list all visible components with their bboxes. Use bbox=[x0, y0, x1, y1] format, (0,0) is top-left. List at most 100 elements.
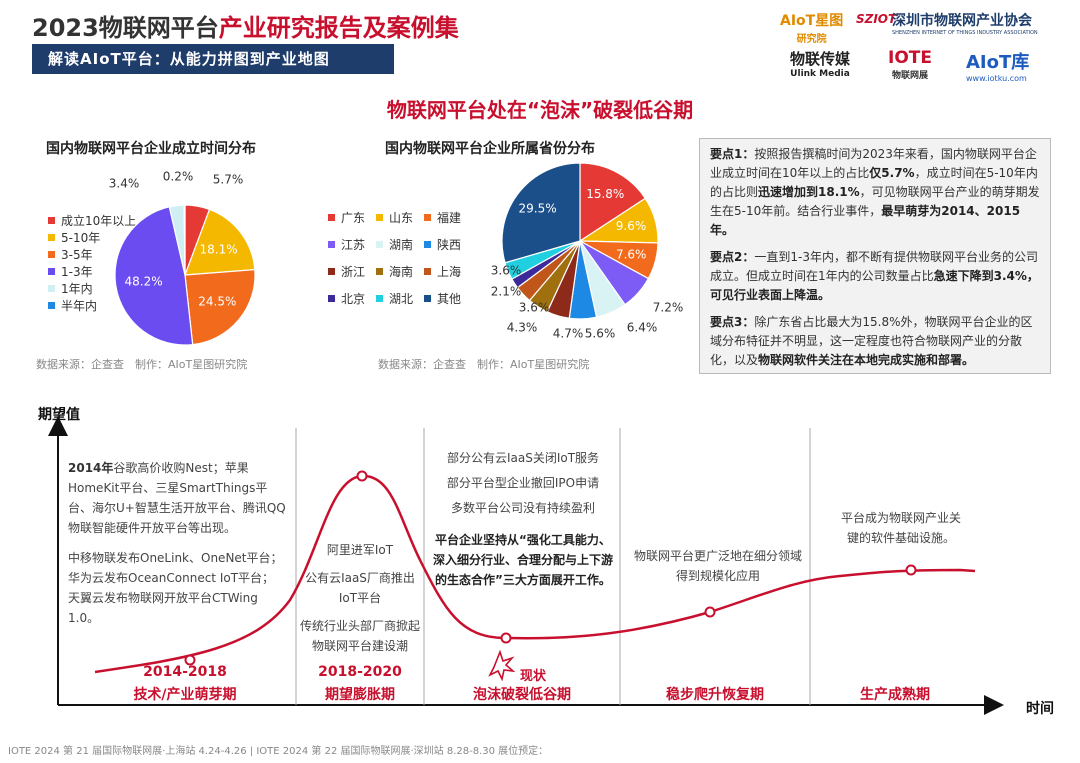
legend-swatch bbox=[48, 251, 55, 258]
data-label: 3.6% bbox=[519, 301, 550, 315]
legend-item: 其他 bbox=[424, 285, 472, 312]
legend-label: 湖北 bbox=[389, 292, 414, 306]
legend-item: 湖北 bbox=[376, 285, 424, 312]
stage2-name: 期望膨胀期 bbox=[325, 687, 395, 703]
legend-label: 福建 bbox=[437, 211, 462, 225]
legend-label: 陕西 bbox=[437, 238, 462, 252]
section-title: 物联网平台处在“泡沫”破裂低谷期 bbox=[386, 98, 694, 122]
data-label: 15.8% bbox=[586, 187, 624, 201]
legend-item: 1-3年 bbox=[48, 263, 136, 280]
legend-swatch bbox=[376, 241, 383, 248]
legend-item: 1年内 bbox=[48, 280, 136, 297]
pie2-title: 国内物联网平台企业所属省份分布 bbox=[385, 141, 595, 157]
stage2-date: 2018-2020 bbox=[318, 664, 402, 680]
legend-label: 广东 bbox=[341, 211, 366, 225]
hype-curve bbox=[94, 474, 976, 674]
legend-label: 江苏 bbox=[341, 238, 366, 252]
data-label: 7.6% bbox=[616, 247, 647, 261]
legend-item: 3-5年 bbox=[48, 246, 136, 263]
key-points-box: 要点1：按照报告撰稿时间为2023年来看，国内物联网平台企业成立时间在10年以上… bbox=[699, 138, 1051, 374]
legend-label: 1年内 bbox=[61, 282, 93, 296]
event-line: 传统行业头部厂商掀起物联网平台建设潮 bbox=[299, 619, 420, 653]
page-title: 2023物联网平台产业研究报告及案例集 bbox=[32, 14, 459, 42]
stage4-name: 稳步爬升恢复期 bbox=[666, 687, 764, 703]
pie2-legend: 广东 山东 福建江苏 湖南 陕西浙江 海南 上海北京 湖北 其他 bbox=[328, 204, 478, 312]
data-label: 24.5% bbox=[198, 294, 236, 308]
legend-swatch bbox=[376, 295, 383, 302]
pie-slice bbox=[579, 162, 647, 243]
key-point: 要点3：除广东省占比最大为15.8%外，物联网平台企业的区域分布特征并不明显，这… bbox=[710, 315, 1033, 367]
curve-point bbox=[905, 564, 917, 576]
legend-swatch bbox=[48, 268, 55, 275]
pie-slice bbox=[184, 268, 256, 346]
iote-logo: IOTE 物联网展 bbox=[888, 48, 932, 81]
stage1-date: 2014-2018 bbox=[143, 664, 227, 680]
legend-item: 北京 bbox=[328, 285, 376, 312]
pie1-chart: 5.7% 18.1% 24.5% 48.2% 3.4% 0.2% bbox=[109, 170, 256, 346]
subtitle-banner: 解读AIoT平台：从能力拼图到产业地图 bbox=[32, 44, 394, 74]
data-label: 3.4% bbox=[109, 177, 140, 191]
pie1-legend: 成立10年以上 5-10年 3-5年 1-3年 1年内半年内 bbox=[48, 212, 136, 314]
key-point: 要点1：按照报告撰稿时间为2023年来看，国内物联网平台企业成立时间在10年以上… bbox=[710, 147, 1040, 237]
data-label: 4.7% bbox=[553, 327, 584, 341]
legend-item: 海南 bbox=[376, 258, 424, 285]
stage2-text: 阿里进军IoT 公有云IaaS厂商推出IoT平台 传统行业头部厂商掀起物联网平台建设… bbox=[298, 540, 422, 664]
legend-item: 上海 bbox=[424, 258, 472, 285]
legend-swatch bbox=[48, 285, 55, 292]
legend-item: 半年内 bbox=[48, 297, 136, 314]
legend-swatch bbox=[48, 302, 55, 309]
stage3-name: 泡沫破裂低谷期 bbox=[473, 687, 571, 703]
legend-swatch bbox=[328, 295, 335, 302]
legend-swatch bbox=[376, 214, 383, 221]
now-star-icon bbox=[488, 649, 516, 682]
y-axis-label: 期望值 bbox=[38, 407, 80, 423]
legend-item: 浙江 bbox=[328, 258, 376, 285]
legend-item: 山东 bbox=[376, 204, 424, 231]
legend-swatch bbox=[48, 217, 55, 224]
footer: IOTE 2024 第 21 届国际物联网展·上海站 4.24-4.26 | I… bbox=[8, 746, 549, 757]
legend-label: 湖南 bbox=[389, 238, 414, 252]
event-line: 公有云IaaS厂商推出IoT平台 bbox=[305, 571, 415, 605]
stage4-text: 物联网平台更广泛地在细分领域得到规模化应用 bbox=[633, 549, 802, 583]
legend-item: 福建 bbox=[424, 204, 472, 231]
data-label: 0.2% bbox=[163, 170, 194, 184]
legend-label: 海南 bbox=[389, 265, 414, 279]
pie2-source: 数据来源：企查查 制作：AIoT星图研究院 bbox=[378, 358, 590, 371]
legend-item: 湖南 bbox=[376, 231, 424, 258]
legend-label: 半年内 bbox=[61, 299, 98, 313]
stage3-text: 部分公有云IaaS关闭IoT服务 部分平台型企业撤回IPO申请 多数平台公司没有持续… bbox=[430, 448, 616, 523]
legend-swatch bbox=[376, 268, 383, 275]
data-label: 18.1% bbox=[200, 242, 238, 256]
data-label: 4.3% bbox=[507, 321, 538, 335]
data-label: 5.7% bbox=[213, 173, 244, 187]
legend-label: 上海 bbox=[437, 265, 462, 279]
legend-item: 5-10年 bbox=[48, 229, 136, 246]
legend-item: 成立10年以上 bbox=[48, 212, 136, 229]
data-label: 48.2% bbox=[125, 275, 163, 289]
stage3-bold-text: 平台企业坚持从“强化工具能力、深入细分行业、合理分配与上下游的生态合作”三大方面… bbox=[432, 533, 613, 587]
x-axis-label: 时间 bbox=[1026, 701, 1054, 717]
legend-label: 其他 bbox=[437, 292, 462, 306]
data-label: 6.4% bbox=[627, 321, 658, 335]
pie1-source: 数据来源：企查查 制作：AIoT星图研究院 bbox=[36, 358, 248, 371]
legend-swatch bbox=[424, 214, 431, 221]
event-line: 阿里进军IoT bbox=[326, 543, 394, 557]
aiot-star-logo: AIoT星图 研究院 bbox=[780, 13, 844, 45]
legend-swatch bbox=[328, 214, 335, 221]
data-label: 5.6% bbox=[585, 327, 616, 341]
association-logo: 深圳市物联网产业协会 SHENZHEN INTERNET OF THINGS IN… bbox=[892, 13, 1038, 36]
curve-point bbox=[500, 632, 512, 644]
curve-point bbox=[184, 654, 196, 666]
legend-item: 陕西 bbox=[424, 231, 472, 258]
event-line: 部分平台型企业撤回IPO申请 bbox=[446, 476, 600, 490]
legend-swatch bbox=[328, 241, 335, 248]
event-line: 部分公有云IaaS关闭IoT服务 bbox=[446, 451, 600, 465]
legend-swatch bbox=[48, 234, 55, 241]
legend-label: 1-3年 bbox=[61, 265, 93, 279]
legend-swatch bbox=[424, 295, 431, 302]
pie2-chart: 15.8% 9.6% 7.6% 7.2% 6.4% 5.6%4.7% 4.3% 3.6% 2.1… bbox=[491, 162, 683, 341]
legend-swatch bbox=[424, 241, 431, 248]
legend-item: 广东 bbox=[328, 204, 376, 231]
data-label: 2.1% bbox=[491, 285, 522, 299]
ulink-logo: 物联传媒 Ulink Media bbox=[790, 50, 851, 79]
